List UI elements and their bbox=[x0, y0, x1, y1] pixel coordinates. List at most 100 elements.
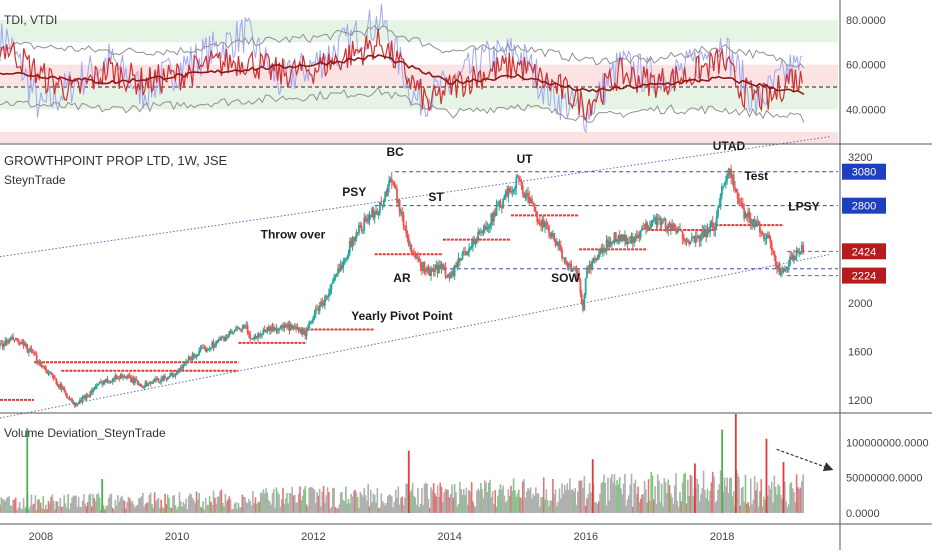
volume-bar bbox=[718, 484, 721, 513]
candle-body bbox=[12, 336, 15, 340]
candle-body bbox=[448, 274, 451, 278]
volume-bar bbox=[12, 499, 14, 513]
candle-body bbox=[479, 231, 482, 233]
candle-body bbox=[195, 354, 198, 357]
volume-bar bbox=[622, 483, 625, 513]
candle-body bbox=[647, 228, 650, 230]
volume-bar bbox=[423, 483, 426, 513]
candle-body bbox=[483, 226, 486, 231]
volume-bar bbox=[685, 503, 688, 513]
candle-body bbox=[654, 217, 656, 219]
candle-body bbox=[330, 283, 333, 290]
candle-body bbox=[220, 337, 223, 341]
candle-body bbox=[643, 228, 646, 230]
candle-body bbox=[124, 377, 127, 379]
candle-body bbox=[686, 240, 689, 242]
candle-body bbox=[137, 383, 140, 385]
candle-body bbox=[599, 249, 601, 255]
candle-body bbox=[109, 381, 111, 383]
candle-body bbox=[44, 366, 47, 371]
volume-bar bbox=[432, 483, 435, 513]
candle-body bbox=[420, 265, 423, 271]
volume-bar bbox=[138, 498, 140, 513]
volume-bar bbox=[113, 509, 115, 513]
volume-bar bbox=[191, 497, 194, 513]
candle-body bbox=[90, 390, 93, 393]
volume-bar bbox=[495, 506, 498, 513]
candle-body bbox=[219, 339, 222, 341]
candle-body bbox=[334, 275, 337, 278]
candle-body bbox=[6, 342, 9, 344]
volume-bar bbox=[253, 503, 255, 513]
candle-body bbox=[614, 232, 617, 242]
volume-bar bbox=[445, 489, 448, 513]
volume-bar bbox=[162, 508, 165, 513]
volume-bar bbox=[136, 504, 139, 513]
volume-bar bbox=[316, 492, 318, 513]
candle-body bbox=[111, 378, 114, 382]
candle-body bbox=[10, 336, 13, 340]
volume-bar bbox=[444, 488, 447, 513]
volume-bar bbox=[153, 492, 156, 513]
candle-body bbox=[457, 257, 460, 263]
candle-body bbox=[487, 227, 490, 229]
candle-body bbox=[481, 231, 484, 233]
volume-bar bbox=[773, 475, 776, 513]
channel-lower-line bbox=[0, 253, 832, 419]
candle-body bbox=[352, 237, 355, 242]
candle-body bbox=[127, 375, 130, 377]
candle-body bbox=[478, 231, 481, 233]
candle-body bbox=[333, 277, 335, 282]
candle-body bbox=[22, 341, 25, 347]
volume-bar bbox=[119, 497, 122, 513]
candle-body bbox=[751, 221, 753, 225]
candle-body bbox=[233, 330, 236, 333]
candle-body bbox=[271, 326, 274, 331]
candle-body bbox=[665, 228, 668, 231]
volume-bar bbox=[97, 493, 100, 513]
volume-bar bbox=[671, 497, 673, 513]
volume-bar bbox=[681, 482, 684, 513]
volume-bar bbox=[680, 501, 683, 513]
candle-body bbox=[292, 325, 295, 329]
volume-bar bbox=[219, 491, 221, 513]
candle-body bbox=[745, 213, 748, 218]
volume-bar bbox=[262, 489, 265, 513]
tdi-pane: 80.0000 60.0000 40.0000 bbox=[0, 4, 886, 143]
volume-bar bbox=[189, 493, 191, 513]
level-badge-3080 bbox=[842, 163, 886, 180]
volume-bar bbox=[802, 474, 804, 513]
candle-body bbox=[313, 314, 316, 318]
candle-body bbox=[262, 329, 265, 334]
volume-bar bbox=[0, 504, 1, 513]
candle-body bbox=[410, 244, 413, 253]
candle-body bbox=[503, 195, 506, 200]
candle-body bbox=[359, 225, 362, 227]
candle-body bbox=[309, 321, 312, 323]
volume-bar bbox=[419, 503, 422, 513]
candle-body bbox=[783, 268, 786, 271]
candle-body bbox=[592, 259, 595, 262]
candle-body bbox=[504, 191, 507, 196]
volume-bar bbox=[478, 490, 481, 513]
volume-bar bbox=[300, 500, 303, 513]
candle-body bbox=[760, 232, 763, 234]
candle-body bbox=[20, 343, 22, 345]
volume-bar bbox=[43, 509, 46, 513]
candle-body bbox=[122, 376, 125, 378]
volume-bar bbox=[563, 485, 566, 513]
candle-body bbox=[56, 384, 59, 387]
volume-bar bbox=[580, 480, 583, 513]
volume-bar bbox=[508, 495, 511, 513]
volume-bar bbox=[632, 507, 634, 513]
volume-bar bbox=[666, 493, 668, 513]
volume-bar bbox=[329, 508, 331, 513]
candle-body bbox=[432, 269, 435, 272]
candle-body bbox=[443, 266, 446, 268]
candle-body bbox=[73, 402, 76, 406]
candle-body bbox=[253, 336, 256, 340]
volume-bar bbox=[531, 498, 533, 513]
candle-body bbox=[268, 326, 271, 331]
candle-body bbox=[293, 325, 296, 327]
